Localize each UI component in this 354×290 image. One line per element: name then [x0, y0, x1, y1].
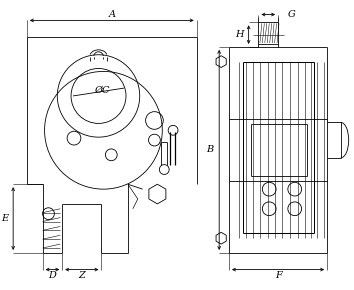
Text: E: E	[1, 214, 8, 223]
Text: B: B	[206, 145, 213, 154]
Text: D: D	[48, 271, 56, 280]
Text: H: H	[235, 30, 244, 39]
Text: ØC: ØC	[95, 86, 110, 95]
Text: A: A	[108, 10, 115, 19]
Text: G: G	[288, 10, 296, 19]
Text: Z: Z	[79, 271, 85, 280]
Text: F: F	[275, 271, 281, 280]
